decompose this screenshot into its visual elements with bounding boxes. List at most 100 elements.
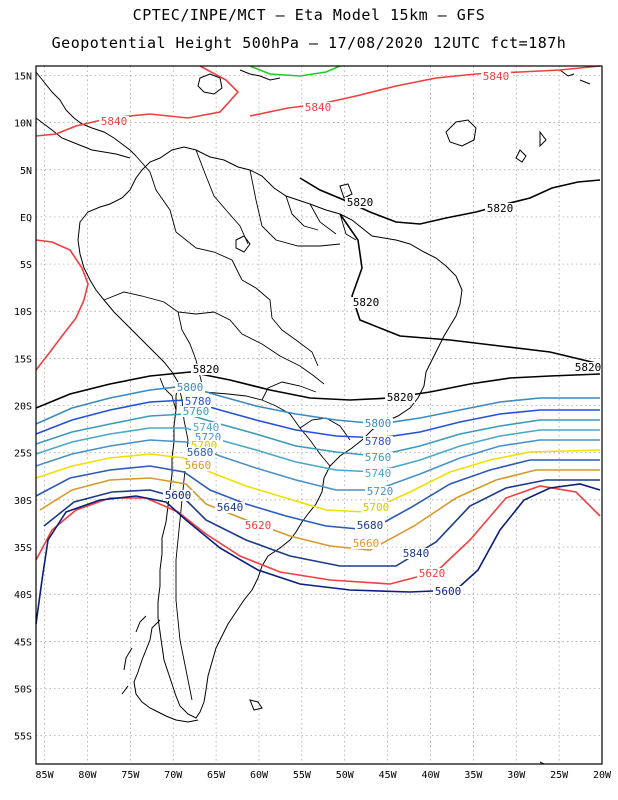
contour-5840-north2 <box>249 65 601 117</box>
lat-tick-label: 25S <box>14 449 32 460</box>
lat-tick-label: 10S <box>14 307 32 318</box>
contour-label-bg <box>193 432 223 443</box>
lon-tick-label: 75W <box>121 770 140 781</box>
lon-tick-label: 45W <box>379 770 398 781</box>
lon-tick-label: 30W <box>507 770 526 781</box>
contour-label: 5640 <box>217 501 244 514</box>
cuba-island <box>197 73 223 95</box>
lon-tick-label: 20W <box>593 770 612 781</box>
contour-label-bg <box>361 502 391 513</box>
lat-tick-label: 20S <box>14 402 32 413</box>
contour-5820 <box>35 371 601 409</box>
lat-tick-label: 5N <box>20 166 32 177</box>
map-subtitle: Geopotential Height 500hPa – 17/08/2020 … <box>51 34 567 52</box>
contour-labels: 5840 5840 5840 5820 5820 5820 5820 5820 5820 5800… <box>99 70 603 598</box>
contour-5640 <box>43 479 600 567</box>
lon-tick-label: 25W <box>550 770 569 781</box>
chile-archipelago <box>133 619 199 723</box>
lat-tick-label: 15S <box>14 354 32 365</box>
lon-tick-label: 55W <box>293 770 312 781</box>
graticule-grid <box>36 66 603 764</box>
contour-5860 <box>249 65 341 77</box>
contour-label: 5720 <box>367 485 394 498</box>
contour-label: 5840 <box>101 115 128 128</box>
contour-5600 <box>35 483 601 625</box>
contour-5720 <box>35 439 600 491</box>
contour-label: 5600 <box>435 585 462 598</box>
contour-label-bg <box>183 396 213 407</box>
contour-label-bg <box>181 406 211 417</box>
contour-label-bg <box>485 203 515 214</box>
contour-label-bg <box>363 468 393 479</box>
contour-label: 5760 <box>183 405 210 418</box>
contour-label: 5820 <box>193 363 220 376</box>
contour-label-bg <box>191 364 221 375</box>
contour-label-bg <box>355 520 385 531</box>
contour-label: 5840 <box>483 70 510 83</box>
contour-label: 5760 <box>365 451 392 464</box>
contour-label-bg <box>401 548 431 559</box>
contour-label-bg <box>175 382 205 393</box>
lat-tick-label: 30S <box>14 496 32 507</box>
latitude-ticks: 15N 10N 5N EQ 5S 10S 15S 20S 25S 30S 35S 40S 45S 50S 5… <box>14 71 32 742</box>
contour-label-bg <box>433 586 463 597</box>
contour-label-bg <box>243 520 273 531</box>
map-frame <box>35 65 603 765</box>
central-america-coastline <box>35 71 137 157</box>
contour-5700 <box>35 449 601 513</box>
contour-label: 5740 <box>193 421 220 434</box>
lon-tick-label: 65W <box>207 770 226 781</box>
contour-label-bg <box>363 452 393 463</box>
contour-5680 <box>35 459 600 531</box>
contour-5740 <box>35 427 600 473</box>
contour-label: 5620 <box>245 519 272 532</box>
contour-label: 5660 <box>185 459 212 472</box>
contour-label-bg <box>417 568 447 579</box>
contour-label-bg <box>385 392 415 403</box>
contour-label: 5820 <box>347 196 374 209</box>
lat-tick-label: 10N <box>14 119 32 130</box>
lat-tick-label: 55S <box>14 732 32 743</box>
contour-label: 5620 <box>419 567 446 580</box>
contour-label: 5800 <box>177 381 204 394</box>
lon-tick-label: 70W <box>164 770 183 781</box>
lat-tick-label: EQ <box>20 213 32 224</box>
lat-tick-label: 50S <box>14 685 32 696</box>
height-contours <box>35 65 601 625</box>
contour-5800 <box>35 385 600 425</box>
contour-label-bg <box>215 502 245 513</box>
contour-5820-mid <box>339 213 601 365</box>
contour-label: 5740 <box>365 467 392 480</box>
lat-tick-label: 15N <box>14 71 32 82</box>
contour-label: 5700 <box>363 501 390 514</box>
contour-5840-west <box>35 239 89 371</box>
contour-label-bg <box>189 440 219 451</box>
contour-label-bg <box>183 460 213 471</box>
south-america-coastline <box>77 146 463 719</box>
lon-tick-label: 40W <box>421 770 440 781</box>
lon-tick-label: 85W <box>36 770 55 781</box>
contour-5620 <box>35 485 601 585</box>
contour-label: 5840 <box>403 547 430 560</box>
contour-label: 5800 <box>365 417 392 430</box>
contour-5840-north <box>35 65 240 137</box>
contour-label-bg <box>481 71 511 82</box>
contour-label-bg <box>191 422 221 433</box>
contour-label: 5660 <box>353 537 380 550</box>
contour-label: 5680 <box>357 519 384 532</box>
contour-5660 <box>39 469 600 551</box>
contour-label: 5820 <box>487 202 514 215</box>
longitude-ticks: 85W 80W 75W 70W 65W 60W 55W 50W 45W 40W 35W 30W 25W 2… <box>36 770 612 781</box>
lat-tick-label: 45S <box>14 637 32 648</box>
country-borders <box>103 149 357 701</box>
lon-tick-label: 35W <box>464 770 483 781</box>
lon-tick-label: 60W <box>250 770 269 781</box>
contour-5780 <box>35 399 600 439</box>
contour-label: 5780 <box>365 435 392 448</box>
contour-label: 5820 <box>575 361 602 374</box>
lat-tick-label: 5S <box>20 260 32 271</box>
contour-label-bg <box>163 490 193 501</box>
lon-tick-label: 50W <box>336 770 355 781</box>
contour-label: 5680 <box>187 446 214 459</box>
